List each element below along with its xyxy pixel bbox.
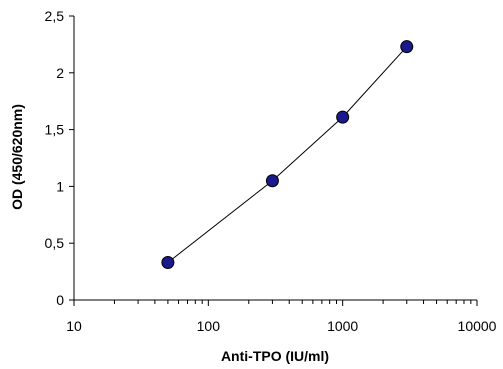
x-tick-label: 100 (197, 318, 221, 334)
y-tick-label: 0 (56, 292, 64, 308)
axes (73, 16, 477, 301)
data-point (161, 256, 175, 270)
data-point (336, 110, 350, 124)
y-tick-label: 1,5 (45, 122, 65, 138)
x-axis-label: Anti-TPO (IU/ml) (221, 348, 329, 364)
y-axis-label: OD (450/620nm) (9, 104, 25, 210)
data-point (400, 40, 414, 54)
data-point (265, 174, 279, 188)
ticks (69, 15, 478, 306)
x-tick-label: 10000 (458, 318, 497, 334)
data-points (161, 40, 414, 270)
y-tick-label: 0,5 (45, 235, 65, 251)
series-line (167, 46, 408, 263)
x-tick-label: 10 (66, 318, 82, 334)
x-tick-label: 1000 (327, 318, 358, 334)
y-tick-label: 2,5 (45, 8, 65, 24)
y-tick-label: 2 (56, 65, 64, 81)
y-tick-label: 1 (56, 178, 64, 194)
series-line (167, 46, 408, 263)
tick-labels: 0 0,5 1 1,5 2 2,5 10 100 1000 10000 (45, 8, 497, 334)
